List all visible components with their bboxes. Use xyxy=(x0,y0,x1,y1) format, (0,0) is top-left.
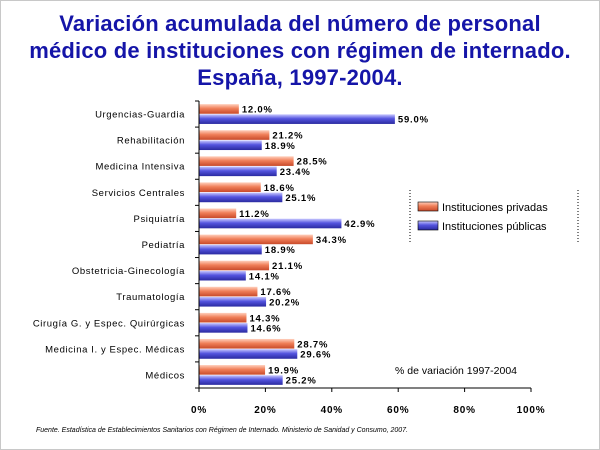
x-tick-label: 0% xyxy=(191,405,207,416)
data-label-publicas: 29.6% xyxy=(300,350,331,361)
data-label-privadas: 17.6% xyxy=(260,287,291,298)
bar-publicas xyxy=(199,166,277,177)
bar-publicas xyxy=(199,375,283,385)
data-label-privadas: 28.7% xyxy=(297,339,328,350)
category-label: Cirugía G. y Espec. Quirúrgicas xyxy=(33,318,185,329)
x-tick-label: 100% xyxy=(517,405,546,416)
data-label-privadas: 18.6% xyxy=(264,183,295,194)
data-label-privadas: 11.2% xyxy=(239,209,269,220)
bar-privadas xyxy=(199,182,261,193)
bar-publicas xyxy=(199,270,246,281)
bar-privadas xyxy=(199,365,266,375)
legend-swatch-privadas xyxy=(417,201,439,212)
data-label-publicas: 14.1% xyxy=(249,271,280,282)
x-tick-label: 80% xyxy=(453,405,475,416)
data-label-publicas: 25.2% xyxy=(286,376,317,387)
category-label: Obstetricia-Ginecología xyxy=(72,266,185,277)
category-label: Traumatología xyxy=(116,292,185,303)
data-label-privadas: 34.3% xyxy=(316,235,347,246)
data-label-publicas: 18.9% xyxy=(265,141,296,152)
legend-swatch-publicas xyxy=(417,220,439,231)
category-label: Rehabilitación xyxy=(117,136,185,147)
data-label-publicas: 18.9% xyxy=(265,245,296,256)
category-label: Medicina I. y Espec. Médicas xyxy=(45,344,185,355)
data-label-privadas: 14.3% xyxy=(249,313,280,324)
x-tick-label: 20% xyxy=(254,405,276,416)
category-label: Medicina Intensiva xyxy=(96,162,186,173)
data-label-privadas: 21.2% xyxy=(272,131,303,142)
data-label-privadas: 21.1% xyxy=(272,261,303,272)
category-label: Pediatría xyxy=(142,240,186,251)
data-label-publicas: 42.9% xyxy=(344,219,375,230)
chart-title: Variación acumulada del número de person… xyxy=(29,11,571,90)
bar-privadas xyxy=(199,338,295,349)
bar-publicas xyxy=(199,244,262,255)
bar-publicas xyxy=(199,218,342,229)
data-label-privadas: 12.0% xyxy=(242,105,273,116)
bar-publicas xyxy=(199,192,283,203)
category-label: Psiquiatría xyxy=(134,214,186,225)
data-label-publicas: 20.2% xyxy=(269,297,300,308)
legend: Instituciones privadas Instituciones púb… xyxy=(409,190,579,242)
data-label-publicas: 23.4% xyxy=(280,167,311,178)
x-tick-label: 40% xyxy=(321,405,343,416)
bar-privadas xyxy=(199,208,237,219)
data-label-publicas: 59.0% xyxy=(398,115,429,126)
category-label: Médicos xyxy=(145,370,185,381)
bar-publicas xyxy=(199,140,262,151)
category-label: Urgencias-Guardia xyxy=(95,110,185,121)
x-tick-label: 60% xyxy=(387,405,409,416)
source-footnote: Fuente. Estadística de Establecimientos … xyxy=(36,427,408,434)
axis-note: % de variación 1997-2004 xyxy=(395,365,517,377)
data-label-privadas: 28.5% xyxy=(297,157,328,168)
bar-publicas xyxy=(199,323,248,333)
bar-privadas xyxy=(199,130,270,140)
data-label-privadas: 19.9% xyxy=(268,365,299,376)
bar-publicas xyxy=(199,114,395,124)
bar-publicas xyxy=(199,349,298,359)
data-label-publicas: 14.6% xyxy=(250,323,281,334)
category-label: Servicios Centrales xyxy=(92,188,185,199)
bar-privadas xyxy=(199,234,313,245)
bar-privadas xyxy=(199,312,247,323)
legend-label-publicas: Instituciones públicas xyxy=(442,221,547,233)
bar-privadas xyxy=(199,156,294,166)
legend-label-privadas: Instituciones privadas xyxy=(442,202,548,214)
bar-privadas xyxy=(199,260,270,271)
bar-privadas xyxy=(199,104,239,114)
bar-publicas xyxy=(199,296,267,307)
data-label-publicas: 25.1% xyxy=(285,193,316,204)
bar-privadas xyxy=(199,286,258,297)
